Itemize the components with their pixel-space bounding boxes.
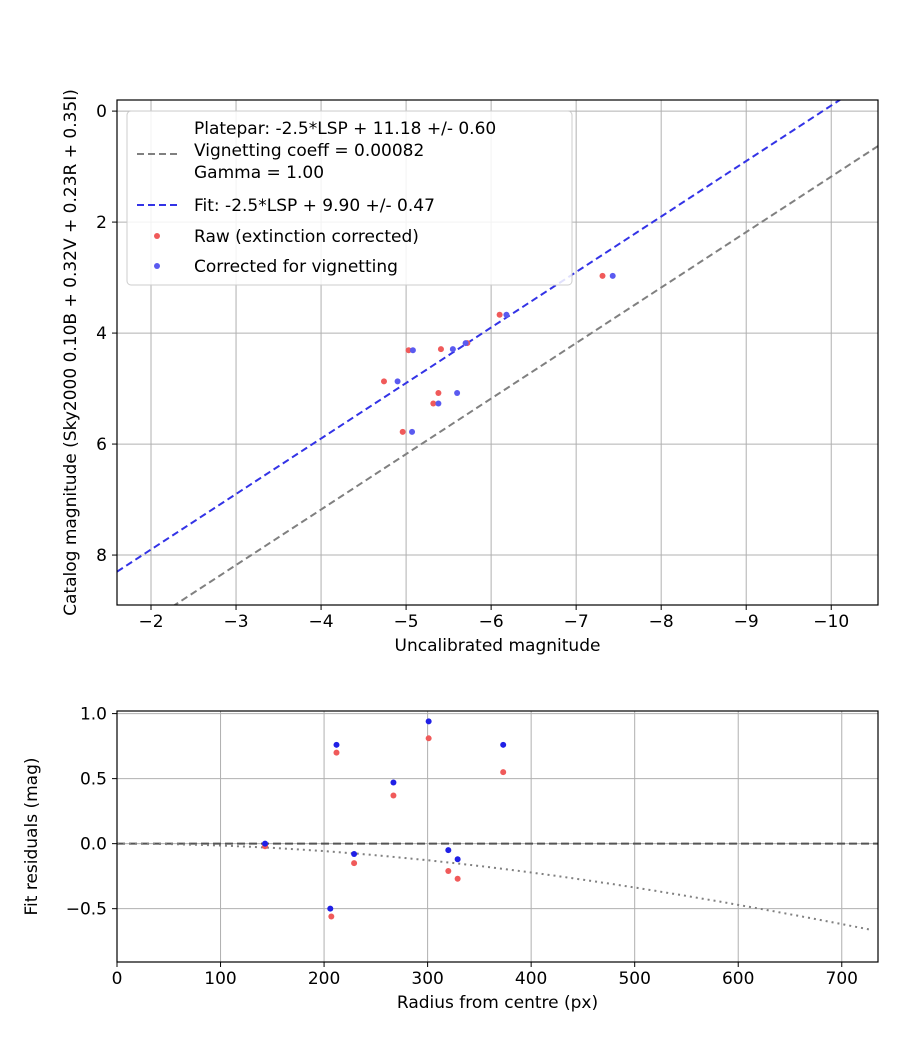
data-point — [399, 428, 406, 435]
data-point — [430, 400, 437, 407]
residual-point — [454, 875, 461, 882]
residual-point — [454, 856, 461, 863]
legend-label: Corrected for vignetting — [194, 257, 398, 277]
x-tick-label: 200 — [308, 969, 340, 989]
legend-marker — [154, 233, 160, 239]
residual-point — [390, 779, 397, 786]
x-axis-label: Uncalibrated magnitude — [395, 636, 601, 656]
legend-marker — [154, 263, 160, 269]
x-tick-label: 700 — [826, 969, 858, 989]
x-tick-label: −7 — [564, 612, 589, 632]
residual-point — [500, 769, 507, 776]
fit-line — [117, 100, 842, 573]
x-tick-label: −4 — [309, 612, 334, 632]
residual-point — [445, 867, 452, 874]
x-tick-label: 400 — [515, 969, 547, 989]
residual-point — [333, 741, 340, 748]
vignetting-curve — [117, 842, 873, 932]
data-point — [454, 390, 461, 397]
data-point — [599, 272, 606, 279]
residual-point — [425, 718, 432, 725]
x-tick-label: −2 — [138, 612, 163, 632]
x-tick-label: −3 — [224, 612, 249, 632]
data-point — [449, 346, 456, 353]
x-tick-label: −9 — [734, 612, 759, 632]
legend-label: Vignetting coeff = 0.00082 — [194, 141, 424, 161]
data-point — [405, 347, 412, 354]
data-point — [609, 272, 616, 279]
legend-label: Gamma = 1.00 — [194, 163, 324, 183]
data-point — [394, 378, 401, 385]
y-tick-label: 4 — [96, 324, 107, 344]
legend: Platepar: -2.5*LSP + 11.18 +/- 0.60Vigne… — [126, 110, 573, 286]
plot-frame — [116, 710, 879, 963]
legend-label: Platepar: -2.5*LSP + 11.18 +/- 0.60 — [194, 119, 496, 139]
residual-point — [328, 913, 335, 920]
x-tick-label: 0 — [112, 969, 123, 989]
data-point — [409, 428, 416, 435]
data-point — [435, 390, 442, 397]
y-tick-label: 1.0 — [80, 705, 107, 725]
x-tick-label: 600 — [722, 969, 754, 989]
fit-line — [172, 145, 878, 605]
y-tick-label: 0.5 — [80, 770, 107, 790]
legend-box — [126, 110, 573, 286]
residual-point — [327, 905, 334, 912]
x-tick-label: −8 — [649, 612, 674, 632]
data-point — [496, 311, 503, 318]
data-point — [380, 378, 387, 385]
y-tick-label: 0 — [96, 102, 107, 122]
x-tick-label: 300 — [411, 969, 443, 989]
y-tick-label: 6 — [96, 435, 107, 455]
residual-point — [351, 860, 358, 867]
residual-point — [351, 851, 358, 858]
plot-area — [117, 718, 878, 932]
legend-label: Raw (extinction corrected) — [194, 227, 419, 247]
x-tick-label: −10 — [813, 612, 849, 632]
x-tick-label: 100 — [204, 969, 236, 989]
residual-point — [425, 735, 432, 742]
x-tick-label: −5 — [394, 612, 419, 632]
plot-area — [117, 100, 878, 605]
calibration-chart: −2 −3 −4 −5 −6 −7 −8 −9 −10 0 2 4 6 8 Uncalibrated mag… — [61, 89, 879, 656]
y-tick-label: 8 — [96, 546, 107, 566]
residual-point — [333, 749, 340, 756]
x-tick-label: −6 — [479, 612, 504, 632]
y-axis-label: Catalog magnitude (Sky2000 0.10B + 0.32V… — [61, 89, 81, 616]
residual-point — [390, 792, 397, 799]
x-tick-label: 500 — [618, 969, 650, 989]
residual-point — [445, 847, 452, 854]
y-tick-label: 0.0 — [80, 835, 107, 855]
data-point — [462, 340, 469, 347]
data-point — [437, 346, 444, 353]
plot-frame — [116, 99, 879, 606]
y-tick-label: 2 — [96, 213, 107, 233]
x-axis-label: Radius from centre (px) — [397, 993, 598, 1013]
data-point — [435, 400, 442, 407]
residual-point — [500, 741, 507, 748]
residual-point — [262, 840, 269, 847]
data-point — [409, 347, 416, 354]
legend-label: Fit: -2.5*LSP + 9.90 +/- 0.47 — [194, 196, 435, 216]
data-point — [503, 311, 510, 318]
residuals-chart: 0 100 200 300 400 500 600 700 −0.5 0.0 0.5 1.0 Radiu… — [22, 705, 879, 1013]
y-tick-label: −0.5 — [66, 900, 107, 920]
y-axis-label: Fit residuals (mag) — [22, 758, 42, 916]
